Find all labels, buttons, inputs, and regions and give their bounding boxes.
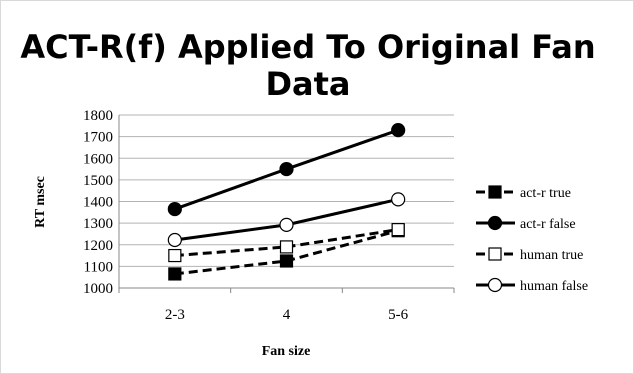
series-lines (167, 123, 406, 281)
legend-label-human-true: human true (520, 248, 583, 263)
legend-item-act-r-false: act-r false (476, 215, 576, 232)
y-tick-label-1600: 1600 (83, 151, 113, 167)
series-act-r-false (167, 123, 406, 217)
y-tick-label-1200: 1200 (83, 238, 113, 254)
y-tick-label-1300: 1300 (83, 216, 113, 232)
chart-title-line-1: ACT-R(f) Applied To Original Fan (20, 28, 595, 66)
y-tick-label-1400: 1400 (83, 195, 113, 211)
x-tick-label-2-3: 2-3 (165, 307, 185, 323)
x-tick-label-4: 4 (283, 307, 291, 323)
x-axis-title: Fan size (262, 344, 311, 359)
data-point-human-true (279, 240, 294, 254)
legend-item-human-false: human false (476, 277, 588, 294)
legend: act-r true act-r false human true human fal… (476, 185, 588, 294)
data-point-act-r-false (167, 201, 182, 217)
data-point-act-r-false (279, 161, 294, 177)
legend-label-human-false: human false (520, 279, 588, 294)
legend-marker-human-false (487, 277, 503, 293)
legend-marker-act-r-true (488, 185, 502, 199)
data-point-act-r-true (279, 254, 294, 268)
data-point-human-true (391, 223, 405, 237)
x-tick-label-5-6: 5-6 (388, 307, 408, 323)
data-point-act-r-true (168, 267, 182, 281)
data-point-human-true (168, 248, 182, 263)
legend-label-act-r-true: act-r true (520, 186, 571, 201)
legend-item-act-r-true: act-r true (476, 185, 571, 201)
y-tick-label-1700: 1700 (83, 130, 113, 146)
chart-title-line-2: Data (265, 65, 350, 103)
data-point-human-false (167, 232, 182, 248)
data-point-human-false (391, 192, 406, 207)
legend-marker-act-r-false (487, 215, 503, 231)
y-tick-label-1800: 1800 (83, 108, 113, 124)
y-tick-label-1000: 1000 (83, 281, 113, 297)
legend-item-human-true: human true (476, 247, 583, 263)
data-point-human-false (279, 217, 294, 232)
series-human-true (168, 223, 405, 263)
y-tick-label-1100: 1100 (84, 259, 113, 275)
data-point-act-r-false (391, 123, 406, 138)
legend-label-act-r-false: act-r false (520, 217, 576, 232)
y-axis-title: RT msec (33, 176, 48, 228)
series-human-false (167, 192, 406, 248)
legend-marker-human-true (488, 247, 502, 261)
y-tick-label-1500: 1500 (83, 173, 113, 189)
axes: 1000 1100 1200 1300 1400 1500 1600 1700 1800 2-3 4… (83, 108, 455, 323)
